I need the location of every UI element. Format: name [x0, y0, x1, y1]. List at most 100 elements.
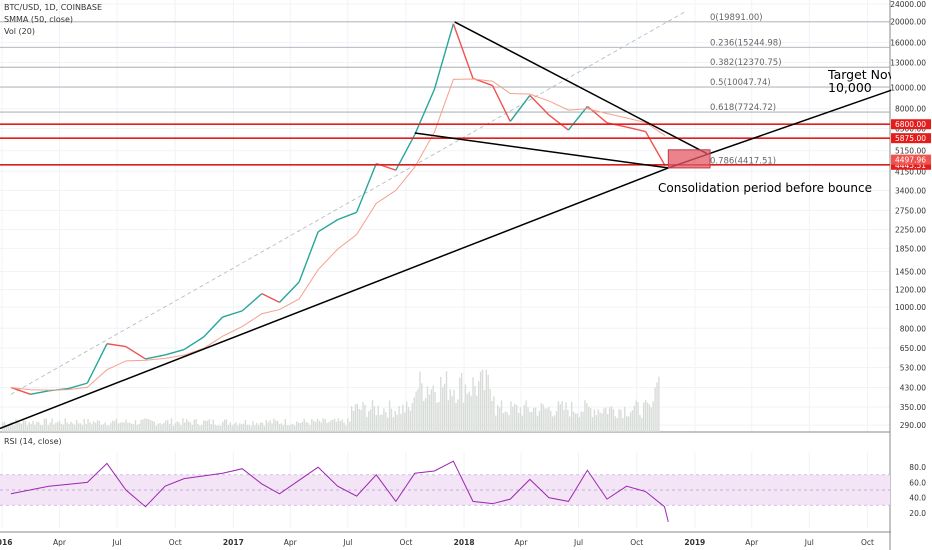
- volume-bar: [584, 400, 586, 432]
- volume-bar: [436, 402, 438, 432]
- volume-bar: [180, 425, 182, 432]
- volume-bar: [445, 371, 448, 432]
- volume-bar: [479, 371, 482, 432]
- volume-bar: [51, 418, 53, 432]
- volume-bar: [106, 425, 108, 432]
- volume-bar: [210, 424, 213, 432]
- price-segment: [145, 354, 166, 360]
- level-tag: [891, 133, 931, 144]
- price-tick-label: 800.00: [900, 324, 926, 333]
- volume-bar: [151, 421, 154, 432]
- volume-bar: [165, 420, 167, 432]
- volume-bar: [561, 401, 563, 432]
- volume-bar: [343, 422, 345, 432]
- volume-bar: [358, 408, 360, 432]
- volume-bar: [618, 409, 620, 432]
- volume-bar: [138, 423, 140, 432]
- volume-bar: [631, 410, 634, 432]
- volume-bar: [563, 409, 565, 432]
- price-segment: [279, 281, 300, 303]
- price-segment: [298, 231, 319, 283]
- volume-bar: [423, 400, 425, 432]
- volume-bar: [85, 424, 87, 432]
- volume-bar: [252, 421, 254, 432]
- volume-bar: [375, 415, 378, 432]
- volume-bar: [553, 415, 556, 432]
- volume-bar: [371, 399, 374, 432]
- price-tick-label: 10000.00: [890, 83, 926, 92]
- volume-bar: [650, 407, 653, 432]
- volume-bar: [5, 425, 8, 432]
- volume-bar: [574, 413, 577, 432]
- volume-bar: [601, 413, 603, 432]
- price-tick-label: 16000.00: [890, 39, 926, 48]
- volume-bar: [635, 400, 637, 432]
- volume-bar: [56, 421, 59, 432]
- volume-bar: [533, 407, 535, 432]
- fibonacci-levels: 0(19891.00) 0.236(15244.98) 0.382(12370.75…: [0, 11, 890, 395]
- volume-bar: [91, 424, 93, 432]
- fib-label: 0.5(10047.74): [710, 78, 771, 88]
- volume-bar: [415, 391, 417, 432]
- volume-bar: [523, 405, 525, 432]
- volume-bar: [227, 424, 230, 432]
- volume-bar: [191, 425, 194, 432]
- volume-bar: [517, 412, 520, 432]
- volume-bar: [225, 419, 228, 432]
- volume-bar: [125, 419, 127, 432]
- volume-bar: [495, 415, 497, 432]
- time-axis[interactable]: 2016 Apr Jul Oct 2017 Apr Jul Oct 2018 Apr Jul Oct 2…: [0, 538, 874, 547]
- volume-bar: [369, 409, 372, 432]
- fib-label: 0.236(15244.98): [710, 38, 782, 48]
- volume-bar: [206, 420, 209, 432]
- volume-bar: [356, 403, 359, 432]
- price-segment: [491, 85, 511, 122]
- volume-bar: [220, 425, 222, 432]
- volume-bar: [411, 402, 414, 432]
- volume-bar: [187, 421, 190, 432]
- volume-bar: [648, 404, 651, 432]
- volume-bar: [130, 423, 133, 432]
- price-axis[interactable]: 24000.00 20000.00 16000.00 13000.00 10000.00…: [890, 0, 932, 550]
- volume-bar: [163, 422, 165, 432]
- last-price-tag: [891, 154, 931, 165]
- volume-bar: [132, 424, 135, 432]
- volume-bar: [449, 389, 451, 432]
- volume-bar: [34, 424, 36, 432]
- volume-bar: [462, 402, 465, 432]
- consolidation-box: [667, 149, 711, 169]
- volume-bar: [402, 404, 404, 432]
- volume-bar: [472, 377, 474, 432]
- volume-bar: [468, 391, 470, 432]
- volume-bar: [258, 425, 260, 432]
- volume-bar: [250, 425, 252, 432]
- price-tick-label: 530.00: [900, 364, 926, 373]
- volume-bar: [15, 419, 17, 432]
- volume-bar: [108, 425, 110, 432]
- volume-bar: [622, 417, 624, 432]
- price-axis-bg: [891, 0, 932, 550]
- volume-bar: [510, 401, 512, 432]
- volume-bar: [256, 422, 258, 432]
- volume-bar: [39, 424, 42, 432]
- volume-bar: [624, 406, 626, 432]
- volume-bar: [405, 401, 408, 432]
- volume-bar: [432, 385, 434, 432]
- annotations: Target Nov.10,000 Consolidation period be…: [658, 67, 898, 195]
- volume-bar: [47, 425, 49, 432]
- volume-bar: [570, 401, 573, 432]
- volume-bar: [58, 420, 61, 432]
- volume-bar: [567, 409, 569, 432]
- target-annotation-line1: Target Nov.: [827, 67, 898, 82]
- fib-label: 0(19891.00): [710, 13, 763, 23]
- rsi-tick-label: 80.0: [909, 463, 926, 472]
- volume-bar: [68, 424, 70, 432]
- volume-bar: [597, 409, 599, 432]
- volume-bar: [326, 422, 328, 432]
- price-segment: [567, 105, 588, 131]
- volume-bar: [443, 383, 446, 432]
- volume-bar: [328, 422, 330, 432]
- rsi-pane[interactable]: 80.0 60.0 40.0 20.0: [0, 460, 926, 523]
- volume-bar: [605, 407, 607, 432]
